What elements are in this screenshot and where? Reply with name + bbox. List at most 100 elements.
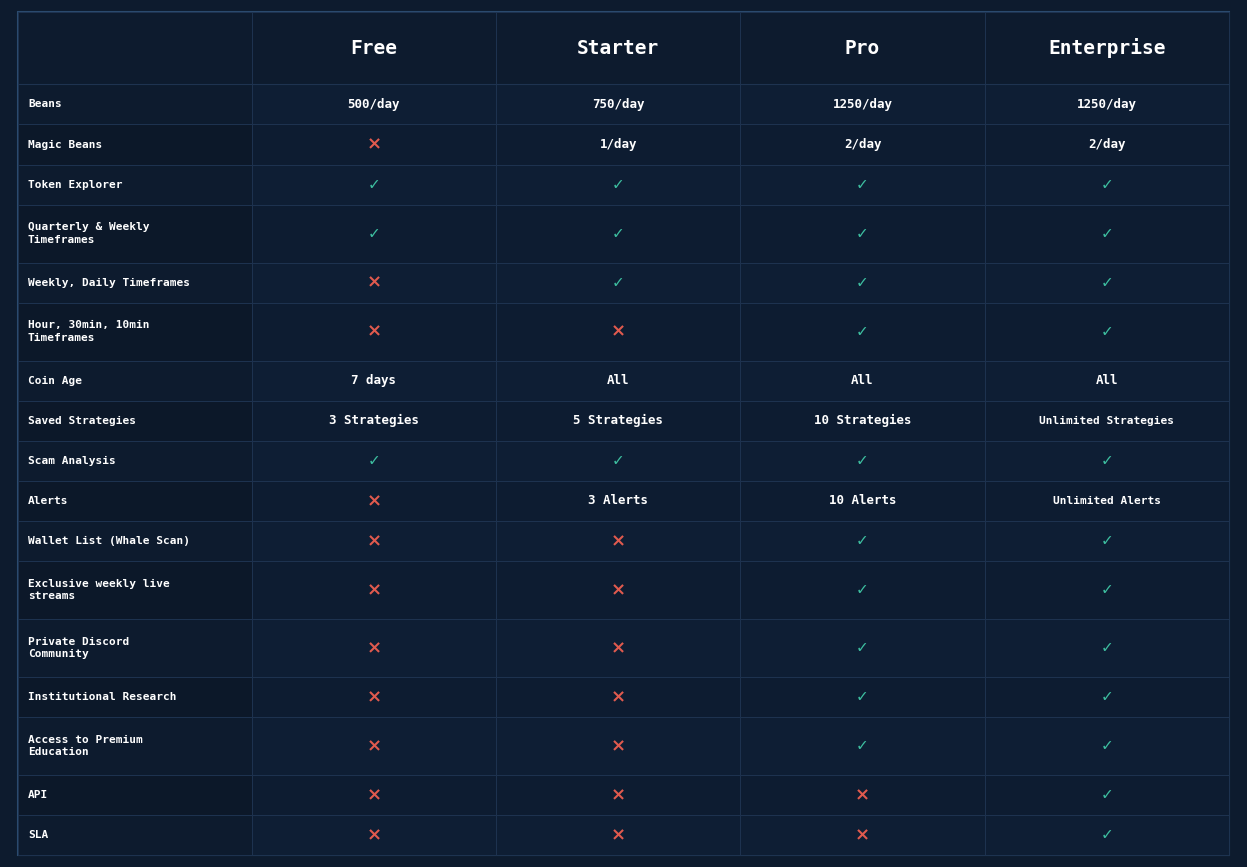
- Text: Free: Free: [350, 39, 398, 58]
- Bar: [496, 303, 741, 361]
- Bar: [17, 263, 252, 303]
- Text: ×: ×: [611, 688, 626, 706]
- Text: ✓: ✓: [1100, 533, 1114, 549]
- Bar: [252, 361, 496, 401]
- Bar: [252, 717, 496, 775]
- Bar: [985, 815, 1230, 855]
- Bar: [741, 440, 985, 481]
- Bar: [741, 717, 985, 775]
- Text: ×: ×: [611, 532, 626, 550]
- Bar: [17, 815, 252, 855]
- Text: ✓: ✓: [1100, 739, 1114, 753]
- Bar: [496, 165, 741, 205]
- Text: ✓: ✓: [368, 453, 380, 468]
- Bar: [17, 775, 252, 815]
- Bar: [985, 401, 1230, 440]
- Text: ✓: ✓: [612, 275, 625, 290]
- Bar: [985, 303, 1230, 361]
- Text: ×: ×: [611, 323, 626, 341]
- Bar: [741, 775, 985, 815]
- Text: ×: ×: [611, 786, 626, 804]
- Bar: [741, 481, 985, 521]
- Text: Quarterly & Weekly
Timeframes: Quarterly & Weekly Timeframes: [27, 223, 150, 244]
- Text: ✓: ✓: [1100, 583, 1114, 597]
- Bar: [252, 205, 496, 263]
- Bar: [252, 815, 496, 855]
- Bar: [252, 440, 496, 481]
- Text: 1250/day: 1250/day: [833, 98, 893, 111]
- Bar: [17, 440, 252, 481]
- Bar: [985, 481, 1230, 521]
- Text: 3 Strategies: 3 Strategies: [329, 414, 419, 427]
- Text: 500/day: 500/day: [348, 98, 400, 111]
- Text: ✓: ✓: [1100, 275, 1114, 290]
- Bar: [17, 361, 252, 401]
- Bar: [252, 677, 496, 717]
- Text: ✓: ✓: [1100, 827, 1114, 843]
- Text: ✓: ✓: [857, 226, 869, 241]
- Bar: [17, 84, 252, 125]
- Bar: [17, 303, 252, 361]
- Bar: [17, 401, 252, 440]
- Text: Pro: Pro: [845, 39, 880, 58]
- Bar: [496, 717, 741, 775]
- Text: ×: ×: [855, 826, 870, 844]
- Bar: [741, 815, 985, 855]
- Text: ✓: ✓: [1100, 787, 1114, 802]
- Bar: [496, 775, 741, 815]
- Text: ×: ×: [367, 274, 382, 291]
- Bar: [252, 561, 496, 619]
- Bar: [985, 361, 1230, 401]
- Bar: [741, 125, 985, 165]
- Bar: [985, 561, 1230, 619]
- Text: 3 Alerts: 3 Alerts: [589, 494, 648, 507]
- Bar: [741, 561, 985, 619]
- Bar: [741, 303, 985, 361]
- Bar: [496, 521, 741, 561]
- Bar: [252, 775, 496, 815]
- Bar: [741, 619, 985, 677]
- Text: ✓: ✓: [857, 177, 869, 192]
- Text: ✓: ✓: [1100, 324, 1114, 339]
- Text: Weekly, Daily Timeframes: Weekly, Daily Timeframes: [27, 277, 190, 288]
- Text: ✓: ✓: [857, 739, 869, 753]
- Bar: [252, 521, 496, 561]
- Text: Coin Age: Coin Age: [27, 375, 82, 386]
- Bar: [252, 165, 496, 205]
- Bar: [741, 205, 985, 263]
- Text: ×: ×: [611, 826, 626, 844]
- Text: ×: ×: [855, 786, 870, 804]
- Text: 2/day: 2/day: [1089, 138, 1126, 151]
- Text: 10 Alerts: 10 Alerts: [829, 494, 897, 507]
- Bar: [496, 12, 741, 84]
- Text: ×: ×: [367, 581, 382, 599]
- Bar: [741, 361, 985, 401]
- Text: ✓: ✓: [612, 226, 625, 241]
- Bar: [741, 401, 985, 440]
- Text: 750/day: 750/day: [592, 98, 645, 111]
- Text: ✓: ✓: [1100, 226, 1114, 241]
- Text: ✓: ✓: [857, 641, 869, 655]
- Bar: [985, 677, 1230, 717]
- Bar: [985, 717, 1230, 775]
- Text: ✓: ✓: [612, 177, 625, 192]
- Bar: [17, 12, 252, 84]
- Text: ✓: ✓: [857, 533, 869, 549]
- Text: ×: ×: [611, 581, 626, 599]
- Text: Starter: Starter: [577, 39, 660, 58]
- Bar: [252, 303, 496, 361]
- Text: ✓: ✓: [612, 453, 625, 468]
- Text: ×: ×: [367, 532, 382, 550]
- Text: ×: ×: [611, 737, 626, 755]
- Bar: [985, 775, 1230, 815]
- Bar: [985, 521, 1230, 561]
- Text: ×: ×: [367, 826, 382, 844]
- Text: ✓: ✓: [857, 275, 869, 290]
- Bar: [252, 401, 496, 440]
- Bar: [17, 619, 252, 677]
- Text: ×: ×: [367, 323, 382, 341]
- Text: SLA: SLA: [27, 830, 49, 840]
- Bar: [496, 440, 741, 481]
- Text: ×: ×: [367, 786, 382, 804]
- Bar: [496, 677, 741, 717]
